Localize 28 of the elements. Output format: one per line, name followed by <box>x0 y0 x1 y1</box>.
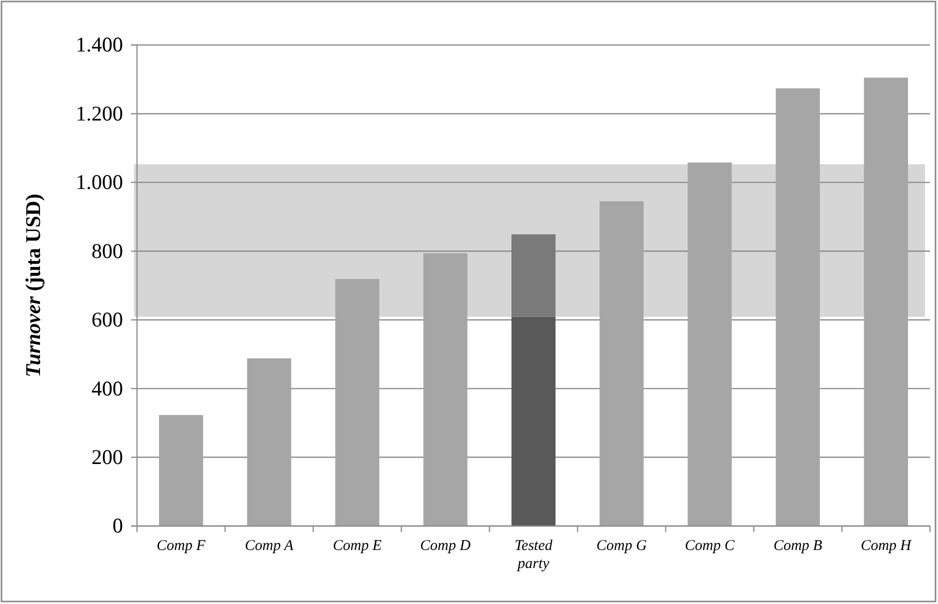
y-tick-label: 1.200 <box>76 101 123 126</box>
bar <box>511 234 556 317</box>
x-tick-label: Comp B <box>773 538 822 554</box>
x-tick-label: Comp E <box>332 538 382 554</box>
bar <box>511 316 556 526</box>
x-tick-label: Comp D <box>420 538 471 554</box>
y-tick-label: 1.400 <box>76 32 123 57</box>
bar <box>423 253 468 526</box>
y-tick-label: 1.000 <box>76 170 123 194</box>
bar <box>864 78 908 526</box>
y-tick-label: 0 <box>112 514 123 538</box>
bar <box>159 415 204 526</box>
x-tick-label: Comp A <box>244 538 294 554</box>
y-tick-label: 400 <box>92 376 123 400</box>
bar <box>776 88 820 526</box>
bar <box>688 162 732 526</box>
x-tick-label: Comp F <box>156 538 206 554</box>
bar <box>600 201 644 526</box>
x-tick-label: Comp H <box>860 538 912 554</box>
y-tick-label: 600 <box>92 308 123 332</box>
bar <box>335 278 380 526</box>
x-tick-label: Comp G <box>596 538 647 554</box>
bar <box>247 358 292 526</box>
y-tick-label: 800 <box>92 238 123 263</box>
y-axis-title: Turnover (juta USD) <box>21 194 45 378</box>
x-tick-label: Tested party <box>514 538 553 572</box>
y-tick-label: 200 <box>92 445 123 470</box>
x-tick-label: Comp C <box>684 538 736 554</box>
